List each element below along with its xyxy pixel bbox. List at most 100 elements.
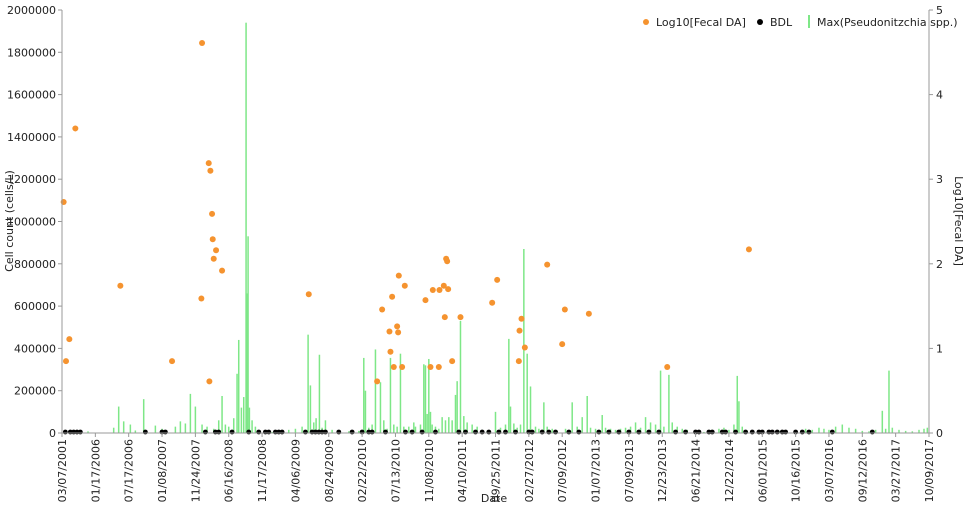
bdl-point	[529, 429, 535, 435]
fecal-da-point	[66, 336, 73, 343]
y-tick-label: 800000	[14, 258, 56, 271]
x-axis-title: Date	[481, 492, 508, 505]
x-tick-label: 03/07/2016	[823, 439, 836, 502]
bdl-point	[279, 429, 285, 435]
bar	[117, 406, 120, 433]
fecal-da-point	[561, 306, 568, 313]
bar	[884, 428, 887, 433]
bdl-point	[463, 429, 468, 435]
bar	[654, 424, 657, 433]
bar	[419, 424, 422, 433]
bar	[668, 374, 670, 433]
x-tick-label: 06/01/2015	[756, 439, 769, 502]
bar	[301, 426, 303, 433]
fecal-da-point	[457, 314, 464, 321]
fecal-da-point	[198, 295, 205, 302]
bar	[718, 428, 720, 433]
bar	[564, 428, 567, 433]
bar	[534, 426, 537, 433]
bar	[184, 423, 187, 433]
bdl-point	[576, 429, 582, 435]
bar	[504, 424, 507, 433]
bar	[888, 370, 890, 433]
left-axis-ticks: 0 200000 400000 600000 800000 1000000 1200000 1…	[7, 4, 62, 440]
bdl-point	[546, 429, 552, 435]
bdl-point	[479, 429, 485, 435]
y-axis-title: Cell count (cells/L)	[3, 170, 16, 272]
fecal-da-point	[206, 378, 213, 385]
y2-tick-label: 2	[936, 258, 943, 271]
bar	[87, 431, 89, 433]
y-tick-label: 2000000	[7, 4, 56, 17]
bar	[431, 424, 433, 433]
bar	[581, 417, 583, 433]
bdl-point	[769, 429, 775, 435]
x-tick-label: 04/10/2011	[456, 439, 469, 502]
bar	[240, 407, 243, 433]
bar	[741, 426, 744, 433]
axes	[61, 10, 930, 434]
bar	[454, 394, 457, 433]
fecal-da-point	[72, 125, 79, 132]
x-tick-label: 06/16/2008	[223, 439, 236, 502]
bar	[589, 427, 592, 433]
bar	[112, 427, 115, 433]
bar	[307, 334, 309, 433]
bdl-point	[596, 429, 602, 435]
x-tick-label: 01/07/2013	[590, 439, 603, 502]
bar	[448, 417, 450, 433]
bar	[663, 426, 665, 433]
bar	[242, 397, 245, 433]
x-tick-label: 06/21/2014	[690, 439, 703, 502]
fecal-da-point	[422, 297, 429, 304]
bar	[122, 421, 125, 433]
fecal-da-point	[386, 328, 393, 335]
fecal-da-point	[169, 358, 176, 365]
bdl-point	[456, 429, 462, 435]
bar	[543, 402, 545, 433]
bdl-point	[869, 429, 875, 435]
fecal-da-point	[401, 282, 408, 289]
bar	[399, 353, 402, 433]
bar	[348, 431, 350, 433]
bar	[923, 428, 925, 433]
bar	[848, 427, 850, 433]
bar	[594, 428, 597, 433]
bdl-point	[409, 429, 415, 435]
fecal-da-point	[436, 287, 443, 294]
fecal-da-point	[209, 236, 216, 243]
bdl-point	[162, 429, 168, 435]
y-tick-label: 200000	[14, 385, 56, 398]
x-tick-label: 02/22/2010	[356, 439, 369, 502]
bar	[898, 429, 900, 433]
bar	[251, 420, 253, 433]
bar	[236, 373, 238, 433]
bar	[174, 426, 177, 433]
bdl-point	[216, 429, 222, 435]
bar	[444, 420, 447, 433]
bar	[904, 430, 907, 433]
bar	[601, 415, 603, 433]
fecal-da-point	[585, 310, 592, 317]
bar	[227, 426, 230, 433]
bdl-point	[503, 429, 508, 435]
bar	[237, 339, 240, 433]
bar	[315, 418, 317, 433]
bar	[313, 422, 315, 433]
bar	[634, 422, 637, 433]
fecal-da-point	[559, 341, 566, 348]
bdl-point	[246, 429, 252, 435]
bar	[206, 426, 208, 433]
fecal-da-point	[209, 210, 216, 217]
right-axis-ticks: 0 1 2 3 4 5	[929, 4, 943, 440]
legend-marker-pseudonitzchia	[808, 15, 810, 28]
bar	[624, 427, 627, 433]
bar	[926, 427, 929, 433]
y2-axis-title: Log10[Fecal DA]	[952, 176, 965, 266]
bar	[811, 429, 814, 433]
bar	[834, 426, 837, 433]
legend-label-bdl: BDL	[770, 16, 793, 29]
bar	[804, 428, 807, 433]
bdl-point	[749, 429, 755, 435]
bar	[854, 428, 857, 433]
